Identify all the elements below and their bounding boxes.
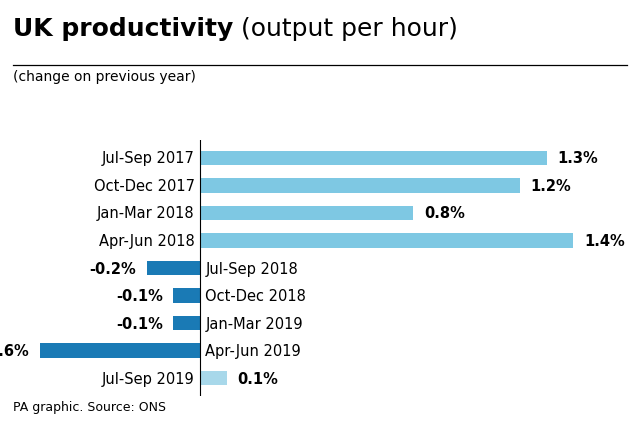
Text: 1.3%: 1.3% xyxy=(557,151,598,166)
Text: -0.1%: -0.1% xyxy=(116,316,163,331)
Text: PA graphic. Source: ONS: PA graphic. Source: ONS xyxy=(13,400,166,413)
Text: Oct-Dec 2017: Oct-Dec 2017 xyxy=(93,178,195,193)
Bar xyxy=(40,344,200,358)
Bar xyxy=(173,289,200,303)
Text: -0.1%: -0.1% xyxy=(116,288,163,303)
Text: UK productivity: UK productivity xyxy=(13,17,233,41)
Bar xyxy=(200,151,547,166)
Text: Jul-Sep 2019: Jul-Sep 2019 xyxy=(102,371,195,386)
Text: Jul-Sep 2018: Jul-Sep 2018 xyxy=(205,261,298,276)
Text: Jul-Sep 2017: Jul-Sep 2017 xyxy=(102,151,195,166)
Bar xyxy=(173,316,200,331)
Text: -0.6%: -0.6% xyxy=(0,343,29,358)
Bar xyxy=(147,261,200,276)
Text: Apr-Jun 2018: Apr-Jun 2018 xyxy=(99,233,195,248)
Text: 0.8%: 0.8% xyxy=(424,206,465,221)
Text: (change on previous year): (change on previous year) xyxy=(13,69,196,83)
Text: Apr-Jun 2019: Apr-Jun 2019 xyxy=(205,343,301,358)
Bar xyxy=(200,234,573,248)
Text: 1.2%: 1.2% xyxy=(531,178,572,193)
Bar xyxy=(200,206,413,221)
Text: Jan-Mar 2018: Jan-Mar 2018 xyxy=(97,206,195,221)
Text: -0.2%: -0.2% xyxy=(89,261,136,276)
Text: 0.1%: 0.1% xyxy=(237,371,278,386)
Text: 1.4%: 1.4% xyxy=(584,233,625,248)
Text: Jan-Mar 2019: Jan-Mar 2019 xyxy=(205,316,303,331)
Text: (output per hour): (output per hour) xyxy=(233,17,458,41)
Text: Oct-Dec 2018: Oct-Dec 2018 xyxy=(205,288,306,303)
Bar xyxy=(200,371,227,386)
Bar xyxy=(200,179,520,193)
